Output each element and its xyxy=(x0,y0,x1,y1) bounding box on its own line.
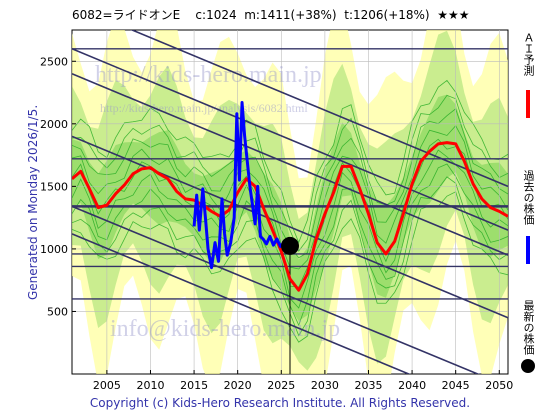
grid-lines xyxy=(72,30,508,374)
x-tick-label: 2045 xyxy=(442,379,470,392)
y-tick-label: 1500 xyxy=(40,180,68,193)
trend-line xyxy=(72,135,508,319)
trend-line xyxy=(72,73,508,256)
forecast-line xyxy=(72,141,508,292)
legend-marks xyxy=(521,90,535,373)
band-line xyxy=(72,79,508,244)
watermark-top: http://kids-hero.main.jp xyxy=(95,62,322,88)
trend-line xyxy=(130,30,508,188)
forecast-bands xyxy=(72,30,508,374)
y-tick-label: 2000 xyxy=(40,118,68,131)
legend-latest-mark xyxy=(521,359,535,373)
legend-past-price: 過去の株価 xyxy=(522,170,535,225)
x-tick-label: 2040 xyxy=(398,379,426,392)
x-tick-label: 2010 xyxy=(136,379,164,392)
x-tick-label: 2025 xyxy=(267,379,295,392)
level-lines xyxy=(72,48,508,374)
x-tick-label: 2035 xyxy=(354,379,382,392)
axes: 2005 2010 2015 2020 2025 2030 2035 2040 2045 2050… xyxy=(40,55,513,392)
watermark-mid: http://kids-hero.main.jp/analysis/6082.h… xyxy=(100,101,308,115)
chart-title: 6082=ライドオンE c:1024 m:1411(+38%) t:1206(+… xyxy=(72,8,470,22)
band-line xyxy=(72,94,508,252)
x-tick-label: 2015 xyxy=(180,379,208,392)
series-group xyxy=(72,101,508,292)
generated-date: Generated on Monday 2026/1/5. xyxy=(26,104,40,300)
copyright: Copyright (c) Kids-Hero Research Institu… xyxy=(89,396,471,410)
outer-band xyxy=(72,30,508,374)
y-tick-label: 1000 xyxy=(40,243,68,256)
trend-line xyxy=(72,48,508,231)
latest-price-dot xyxy=(281,236,299,255)
middle-band xyxy=(72,30,508,371)
watermark-bottom: info@kids-hero.main.jp xyxy=(110,316,340,342)
y-tick-label: 500 xyxy=(47,305,68,318)
legend-ai-forecast: ＡＩ予測 xyxy=(522,32,535,76)
past-price-line xyxy=(192,101,289,270)
legend-latest-price: 最新の株価 xyxy=(522,300,535,355)
y-tick-label: 2500 xyxy=(40,55,68,68)
x-tick-label: 2050 xyxy=(485,379,513,392)
x-tick-label: 2030 xyxy=(311,379,339,392)
x-tick-label: 2020 xyxy=(224,379,252,392)
x-tick-label: 2005 xyxy=(93,379,121,392)
